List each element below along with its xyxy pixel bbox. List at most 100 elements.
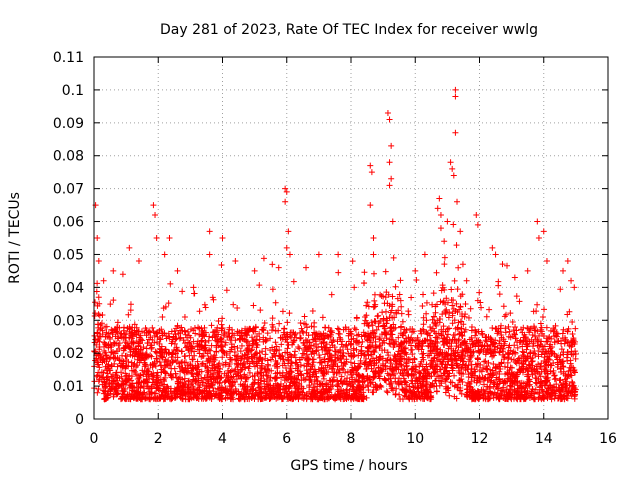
data-point: [513, 293, 520, 300]
data-point: [378, 383, 385, 390]
data-point: [320, 372, 327, 379]
data-point: [442, 310, 449, 317]
data-point: [120, 358, 127, 365]
data-point: [452, 382, 459, 389]
data-point: [463, 345, 470, 352]
data-point: [203, 385, 210, 392]
data-point: [99, 381, 106, 388]
data-point: [433, 382, 440, 389]
data-point: [449, 302, 456, 309]
data-point: [344, 375, 351, 382]
data-point: [98, 320, 105, 327]
data-point: [440, 323, 447, 330]
data-point: [259, 348, 266, 355]
data-point: [372, 338, 379, 345]
data-point: [413, 392, 420, 399]
data-point: [371, 291, 378, 298]
data-point: [512, 373, 519, 380]
data-point: [186, 339, 193, 346]
data-point: [311, 350, 318, 357]
data-point: [487, 349, 494, 356]
data-point: [229, 381, 236, 388]
data-point: [116, 346, 123, 353]
data-point: [95, 369, 102, 376]
data-point: [93, 373, 100, 380]
data-point: [318, 388, 325, 395]
data-point: [419, 303, 426, 310]
data-point: [173, 344, 180, 351]
data-point: [166, 334, 173, 341]
data-point: [228, 382, 235, 389]
data-point: [329, 377, 336, 384]
data-point: [299, 328, 306, 335]
data-point: [460, 348, 467, 355]
data-point: [316, 336, 323, 343]
data-point: [395, 307, 402, 314]
data-point: [565, 371, 572, 378]
data-point: [234, 345, 241, 352]
data-point: [301, 342, 308, 349]
data-point: [500, 356, 507, 363]
data-point: [324, 350, 331, 357]
data-point: [152, 378, 159, 385]
data-point: [159, 313, 166, 320]
data-point: [328, 327, 335, 334]
data-point: [338, 359, 345, 366]
data-point: [263, 378, 270, 385]
data-point: [532, 370, 539, 377]
data-point: [370, 235, 377, 241]
data-point: [171, 340, 178, 347]
data-point: [543, 324, 550, 331]
data-point: [273, 395, 280, 402]
data-point: [406, 396, 413, 403]
data-point: [217, 344, 224, 351]
data-point: [198, 338, 205, 345]
data-point: [424, 336, 431, 343]
data-point: [502, 325, 509, 332]
data-point: [241, 395, 248, 402]
data-point: [541, 394, 548, 401]
data-point: [356, 383, 363, 390]
data-point: [548, 396, 555, 403]
data-point: [534, 328, 541, 335]
data-point: [257, 389, 264, 396]
data-point: [368, 319, 375, 326]
x-tick-label: 0: [90, 431, 99, 447]
data-point: [350, 353, 357, 360]
data-point: [102, 384, 109, 391]
data-point: [198, 325, 205, 332]
data-point: [467, 392, 474, 399]
x-tick-label: 16: [599, 431, 617, 447]
data-point: [408, 371, 415, 378]
data-point: [245, 365, 252, 372]
data-point: [221, 379, 228, 386]
data-point: [456, 364, 463, 371]
data-point: [430, 313, 437, 320]
data-point: [364, 377, 371, 384]
data-point: [283, 244, 290, 251]
data-point: [158, 353, 165, 360]
data-point: [215, 362, 222, 369]
data-point: [222, 395, 229, 402]
data-point: [413, 375, 420, 382]
data-point: [420, 373, 427, 380]
data-point: [396, 351, 403, 358]
data-point: [165, 300, 172, 307]
data-point: [551, 372, 558, 379]
data-point: [503, 386, 510, 393]
data-point: [154, 329, 161, 336]
data-point: [360, 384, 367, 391]
x-tick-label: 10: [406, 431, 424, 447]
data-point: [336, 366, 343, 373]
data-point: [568, 364, 575, 371]
data-point: [396, 358, 403, 365]
data-point: [238, 390, 245, 397]
data-point: [133, 390, 140, 397]
data-point: [434, 205, 441, 212]
data-point: [451, 393, 458, 400]
data-point: [474, 355, 481, 362]
data-point: [376, 343, 383, 350]
data-point: [516, 298, 523, 305]
data-point: [506, 342, 513, 349]
data-point: [317, 395, 324, 402]
